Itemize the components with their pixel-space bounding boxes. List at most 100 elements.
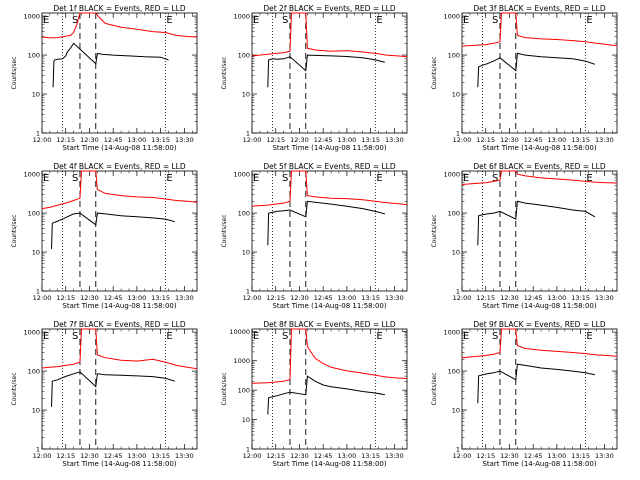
panel: Det 1f BLACK = Events, RED = LLD 1 10 100 10… [11,4,198,152]
y-tick-label: 1 [246,130,250,138]
event-marker-label: E [586,15,592,26]
x-tick-label: 12:30 [290,294,309,302]
event-marker-label: E [253,331,259,342]
panel: Det 9f BLACK = Events, RED = LLD 1 10 100 10… [431,320,618,468]
event-marker-label: E [463,331,469,342]
lld-series-line [41,170,198,210]
y-tick-label: 1 [456,446,460,454]
y-tick-label: 1 [36,288,40,296]
x-tick-label: 13:15 [361,452,380,460]
y-axis-label: Counts/sec [11,56,18,89]
x-tick-label: 13:15 [361,136,380,144]
y-tick-label: 1000 [233,357,250,365]
x-tick-label: 12:30 [500,452,519,460]
x-tick-label: 12:15 [476,452,495,460]
events-series-line [267,200,386,246]
panel: Det 8f BLACK = Events, RED = LLD 1 10 100 10… [221,320,408,468]
x-tick-label: 12:00 [243,452,262,460]
y-tick-label: 100 [28,52,40,60]
saa-marker-label: S [282,331,288,342]
panel: Det 2f BLACK = Events, RED = LLD 1 10 100 10… [221,4,408,152]
x-tick-label: 13:30 [595,294,614,302]
panel: Det 7f BLACK = Events, RED = LLD 1 10 100 10… [11,320,198,468]
y-tick-label: 1000 [233,171,250,179]
x-axis-label: Start Time (14-Aug-08 11:58:00) [272,460,386,468]
lld-series-line [251,12,408,58]
y-tick-label: 1000 [443,13,460,21]
lld-series-line [461,12,618,47]
event-marker-label: E [166,331,172,342]
panel: Det 4f BLACK = Events, RED = LLD 1 10 100 10… [11,162,198,310]
x-tick-label: 13:30 [385,294,404,302]
y-tick-label: 10 [452,407,460,415]
y-tick-label: 1000 [233,13,250,21]
saa-marker-label: S [492,331,498,342]
y-tick-label: 1000 [23,329,40,337]
panel-title: Det 7f BLACK = Events, RED = LLD [53,320,186,329]
events-series-line [267,54,386,88]
x-tick-label: 13:15 [151,452,170,460]
x-tick-label: 12:15 [266,136,285,144]
y-tick-label: 10 [452,91,460,99]
y-tick-label: 10000 [229,328,250,336]
event-marker-label: E [43,173,49,184]
plot-frame [461,170,618,292]
saa-marker-label: S [72,15,78,26]
x-tick-label: 12:45 [314,294,333,302]
y-axis-label: Counts/sec [431,214,438,247]
x-tick-label: 13:30 [175,294,194,302]
x-tick-label: 13:30 [385,136,404,144]
y-tick-label: 1000 [443,171,460,179]
x-tick-label: 13:00 [128,452,147,460]
x-tick-label: 12:00 [243,294,262,302]
x-tick-label: 13:00 [128,136,147,144]
x-tick-label: 13:00 [548,136,567,144]
events-series-line [52,42,169,88]
events-series-line [477,52,596,88]
panel: Det 3f BLACK = Events, RED = LLD 1 10 100 10… [431,4,618,152]
x-tick-label: 12:45 [524,294,543,302]
panel-title: Det 1f BLACK = Events, RED = LLD [53,4,186,13]
x-tick-label: 12:45 [104,452,123,460]
event-marker-label: E [376,331,382,342]
event-marker-label: E [586,331,592,342]
saa-marker-label: S [282,173,288,184]
y-tick-label: 100 [238,52,250,60]
x-axis-label: Start Time (14-Aug-08 11:58:00) [272,302,386,310]
y-tick-label: 10 [242,249,250,257]
x-tick-label: 12:45 [104,136,123,144]
x-tick-label: 13:00 [338,452,357,460]
y-tick-label: 1 [456,288,460,296]
y-tick-label: 100 [448,52,460,60]
y-tick-label: 10 [242,91,250,99]
event-marker-label: E [43,331,49,342]
x-axis-label: Start Time (14-Aug-08 11:58:00) [62,460,176,468]
x-tick-label: 12:30 [290,136,309,144]
plot-frame [461,328,618,450]
x-tick-label: 13:15 [571,136,590,144]
x-axis-label: Start Time (14-Aug-08 11:58:00) [272,144,386,152]
lld-series-line [461,170,618,185]
x-tick-label: 12:30 [500,136,519,144]
x-axis-label: Start Time (14-Aug-08 11:58:00) [62,302,176,310]
saa-marker-label: S [72,331,78,342]
x-tick-label: 12:30 [290,452,309,460]
plot-frame [251,328,408,450]
events-series-line [477,200,596,246]
y-tick-label: 1 [246,288,250,296]
x-tick-label: 13:30 [385,452,404,460]
x-tick-label: 12:15 [266,294,285,302]
x-tick-label: 12:45 [524,136,543,144]
y-tick-label: 1 [456,130,460,138]
y-tick-label: 10 [32,91,40,99]
y-tick-label: 1 [246,446,250,454]
panel-title: Det 8f BLACK = Events, RED = LLD [263,320,396,329]
y-axis-label: Counts/sec [431,56,438,89]
event-marker-label: E [166,173,172,184]
y-tick-label: 10 [32,407,40,415]
panel-title: Det 6f BLACK = Events, RED = LLD [473,162,606,171]
x-axis-label: Start Time (14-Aug-08 11:58:00) [62,144,176,152]
y-tick-label: 1 [36,130,40,138]
x-tick-label: 12:00 [33,294,52,302]
